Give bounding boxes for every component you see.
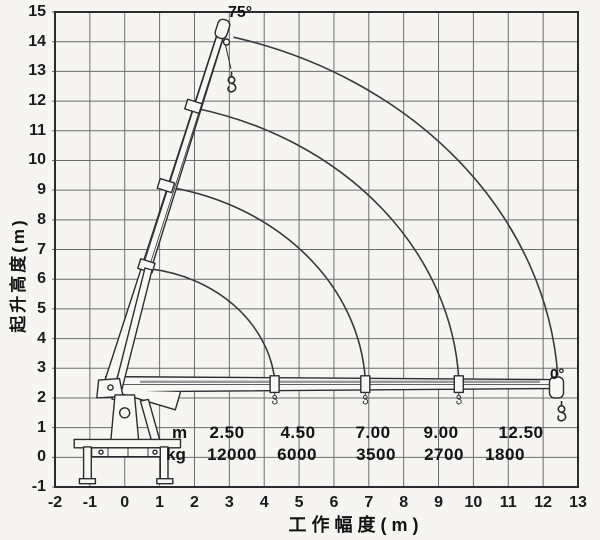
- x-tick-label: 7: [364, 494, 374, 511]
- y-tick-label: -1: [31, 478, 46, 495]
- x-tick-label: 2: [190, 494, 199, 511]
- y-tick-label: 6: [37, 270, 46, 288]
- working-radius-arc: [233, 36, 559, 376]
- working-radius-arcs: [149, 36, 559, 380]
- working-radius-arc: [196, 107, 460, 380]
- max-boom-angle-label: 75°: [228, 4, 253, 21]
- x-tick-label: 3: [224, 494, 234, 511]
- x-tick-label: -2: [47, 494, 63, 511]
- y-tick-label: 13: [28, 62, 46, 80]
- y-tick-label: 3: [37, 359, 46, 377]
- load-table-radius-value: 2.50: [209, 423, 245, 442]
- boom-head-top: [214, 18, 231, 40]
- load-table-capacity-value: 12000: [207, 445, 257, 464]
- x-tick-label: 5: [294, 494, 304, 511]
- load-table-capacity-value: 2700: [424, 445, 464, 464]
- x-tick-label: 8: [399, 494, 409, 511]
- load-table-radius-value: 7.00: [355, 423, 391, 442]
- x-axis-title: 工作幅度(m): [288, 515, 424, 535]
- y-axis-title: 起升高度(m): [9, 217, 28, 333]
- min-boom-angle-label: 0°: [550, 366, 565, 383]
- y-tick-label: 14: [28, 32, 46, 50]
- y-tick-label: 5: [37, 299, 46, 317]
- y-tick-label: 11: [29, 121, 46, 139]
- y-tick-label: 0: [37, 448, 46, 466]
- y-tick-label: 4: [37, 329, 46, 347]
- x-tick-label: 4: [259, 494, 269, 511]
- load-table-capacity-value: 3500: [356, 445, 396, 464]
- crane-drawing: [73, 18, 565, 485]
- x-tick-label: 10: [464, 494, 483, 511]
- boom-section-collar: [269, 375, 280, 394]
- load-table-row-label-m: m: [172, 423, 188, 442]
- outrigger-leg-left: [82, 446, 92, 480]
- working-radius-arc: [169, 186, 367, 380]
- x-tick-label: 9: [434, 494, 443, 511]
- plot-border: [54, 11, 579, 488]
- hook-at-horizontal-tip: [557, 400, 567, 422]
- boom-section-collar: [360, 375, 371, 394]
- x-tick-label: 1: [155, 494, 165, 511]
- x-tick-label: -1: [82, 494, 97, 511]
- load-table-row-label-kg: kg: [166, 445, 186, 464]
- load-table-radius-value: 12.50: [498, 423, 544, 442]
- load-table-capacity-value: 6000: [277, 445, 317, 464]
- x-tick-label: 0: [120, 494, 130, 511]
- load-table-radius-value: 9.00: [423, 423, 459, 442]
- outrigger-foot-left: [78, 478, 97, 485]
- load-table-radius-value: 4.50: [280, 423, 316, 442]
- y-tick-label: 8: [37, 210, 46, 228]
- x-tick-label: 6: [329, 494, 339, 511]
- load-table-capacity-value: 1800: [485, 445, 525, 464]
- working-radius-arc: [149, 268, 276, 380]
- boom-section-collar: [184, 98, 203, 115]
- x-tick-label: 13: [569, 494, 587, 511]
- boom-head-right: [548, 376, 565, 399]
- boom-section-collar: [156, 177, 176, 194]
- raised-boom: [103, 18, 232, 388]
- y-tick-label: 15: [28, 3, 46, 20]
- y-tick-label: 12: [28, 92, 46, 110]
- y-tick-label: 1: [37, 418, 46, 436]
- y-tick-label: 9: [37, 181, 46, 199]
- boom-sheave: [222, 38, 231, 46]
- y-tick-label: 2: [37, 388, 46, 406]
- outrigger-foot-right: [156, 478, 174, 485]
- y-tick-label: 10: [28, 151, 46, 169]
- boom-pivot-pin: [107, 384, 114, 391]
- y-tick-label: 7: [37, 240, 46, 258]
- boom-section-collar: [453, 375, 464, 394]
- crane-base: [73, 438, 182, 485]
- x-tick-label: 11: [499, 494, 517, 511]
- x-tick-label: 12: [534, 494, 553, 511]
